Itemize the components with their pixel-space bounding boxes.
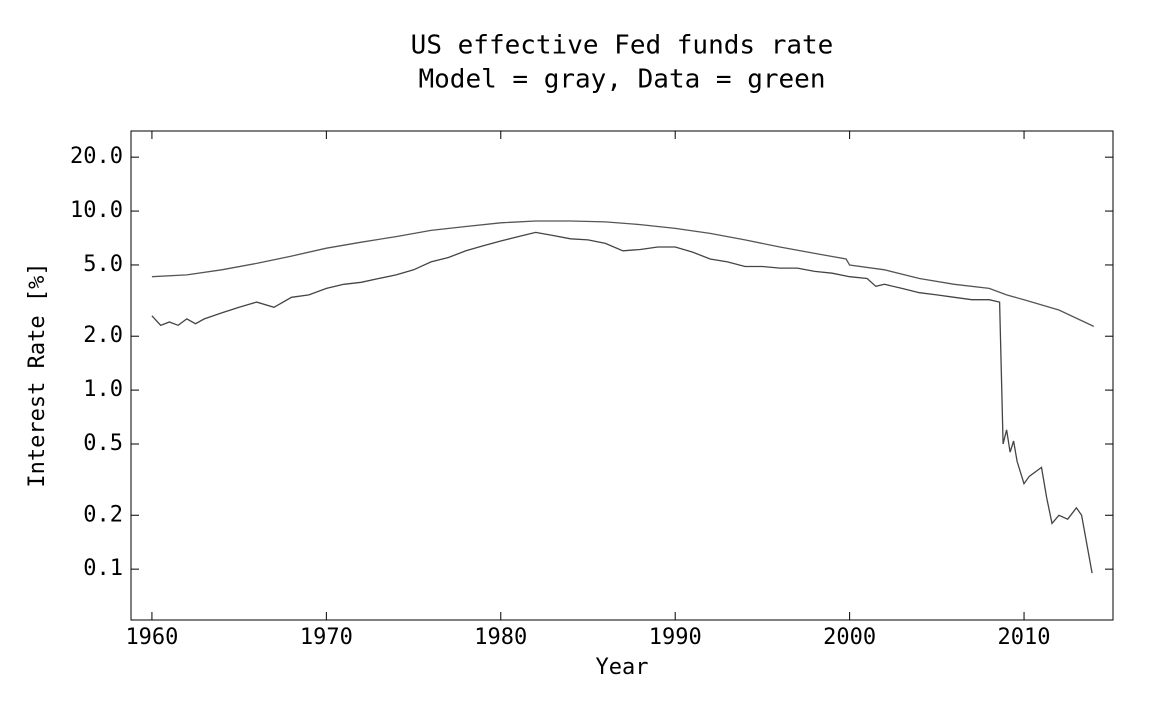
y-tick-label: 2.0 (83, 323, 123, 348)
x-tick-label: 1980 (474, 625, 527, 650)
chart-subtitle: Model = gray, Data = green (419, 65, 826, 95)
line (151, 231, 1093, 574)
chart-title: US effective Fed funds rate (411, 31, 834, 61)
y-tick-label: 0.2 (83, 502, 123, 527)
line (151, 220, 1095, 327)
y-tick-label: 5.0 (83, 252, 123, 277)
x-axis-label: Year (596, 655, 649, 680)
x-tick-label: 1990 (649, 625, 702, 650)
y-axis-label: Interest Rate [%] (25, 262, 50, 487)
y-tick-label: 0.5 (83, 431, 123, 456)
y-tick-label: 1.0 (83, 377, 123, 402)
x-tick-label: 1970 (300, 625, 353, 650)
x-tick-label: 1960 (125, 625, 178, 650)
y-tick-label: 10.0 (70, 198, 123, 223)
y-tick-label: 0.1 (83, 556, 123, 581)
y-tick-label: 20.0 (70, 144, 123, 169)
x-tick-label: 2010 (998, 625, 1051, 650)
plot-frame (130, 130, 1114, 621)
x-tick-label: 2000 (823, 625, 876, 650)
